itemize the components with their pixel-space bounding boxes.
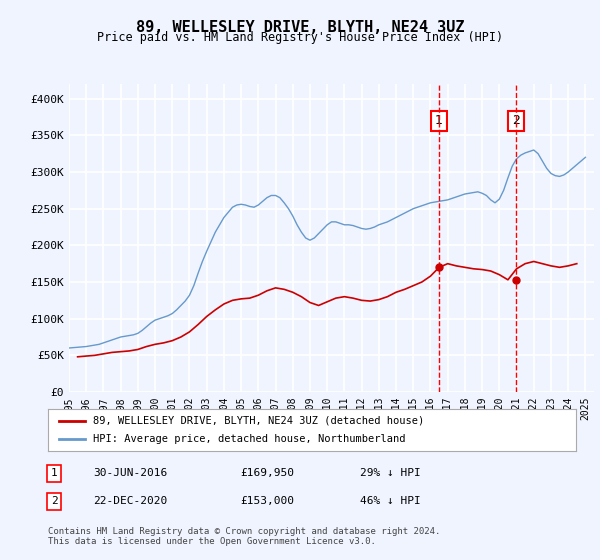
Text: 29% ↓ HPI: 29% ↓ HPI [360, 468, 421, 478]
Text: 22-DEC-2020: 22-DEC-2020 [93, 496, 167, 506]
Text: 30-JUN-2016: 30-JUN-2016 [93, 468, 167, 478]
Text: 89, WELLESLEY DRIVE, BLYTH, NE24 3UZ: 89, WELLESLEY DRIVE, BLYTH, NE24 3UZ [136, 20, 464, 35]
Text: 46% ↓ HPI: 46% ↓ HPI [360, 496, 421, 506]
Text: 1: 1 [50, 468, 58, 478]
Text: Price paid vs. HM Land Registry's House Price Index (HPI): Price paid vs. HM Land Registry's House … [97, 31, 503, 44]
Text: Contains HM Land Registry data © Crown copyright and database right 2024.
This d: Contains HM Land Registry data © Crown c… [48, 526, 440, 546]
Text: 2: 2 [512, 114, 520, 128]
Text: 89, WELLESLEY DRIVE, BLYTH, NE24 3UZ (detached house): 89, WELLESLEY DRIVE, BLYTH, NE24 3UZ (de… [93, 416, 424, 426]
Text: £153,000: £153,000 [240, 496, 294, 506]
Text: 1: 1 [435, 114, 443, 128]
Text: HPI: Average price, detached house, Northumberland: HPI: Average price, detached house, Nort… [93, 434, 406, 444]
Text: 2: 2 [50, 496, 58, 506]
Text: £169,950: £169,950 [240, 468, 294, 478]
